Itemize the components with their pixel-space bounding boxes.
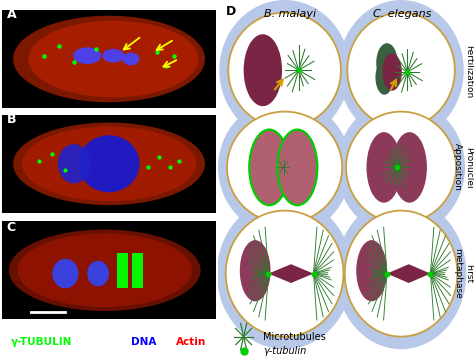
Text: Pronuclei
Apposition: Pronuclei Apposition xyxy=(453,144,473,191)
Ellipse shape xyxy=(58,144,91,184)
Ellipse shape xyxy=(366,132,401,203)
Text: C: C xyxy=(7,221,16,234)
FancyBboxPatch shape xyxy=(117,253,128,288)
Text: B. malayi: B. malayi xyxy=(264,9,316,19)
Text: γ-TUBULIN: γ-TUBULIN xyxy=(11,337,72,347)
Ellipse shape xyxy=(87,261,109,286)
FancyBboxPatch shape xyxy=(2,221,216,319)
FancyBboxPatch shape xyxy=(132,253,143,288)
Ellipse shape xyxy=(226,211,344,337)
Ellipse shape xyxy=(277,130,318,205)
Ellipse shape xyxy=(228,13,341,128)
Text: γ-tubulin: γ-tubulin xyxy=(263,346,306,356)
Ellipse shape xyxy=(383,53,402,91)
Ellipse shape xyxy=(240,240,271,301)
Ellipse shape xyxy=(79,135,139,192)
Ellipse shape xyxy=(336,198,466,349)
Text: Microtubules: Microtubules xyxy=(263,332,326,342)
Text: DNA: DNA xyxy=(131,337,156,347)
Ellipse shape xyxy=(375,60,393,95)
Ellipse shape xyxy=(346,112,456,223)
Text: Actin: Actin xyxy=(176,337,206,347)
Ellipse shape xyxy=(52,259,79,288)
Ellipse shape xyxy=(102,49,124,63)
Text: Fertilization: Fertilization xyxy=(464,45,473,99)
Text: A: A xyxy=(7,8,16,21)
Ellipse shape xyxy=(122,53,139,66)
Ellipse shape xyxy=(28,21,199,97)
Ellipse shape xyxy=(13,122,205,205)
Ellipse shape xyxy=(219,0,350,140)
Ellipse shape xyxy=(376,43,398,83)
Text: First
metaphase: First metaphase xyxy=(453,248,473,299)
Ellipse shape xyxy=(345,211,457,337)
Ellipse shape xyxy=(227,112,342,223)
Ellipse shape xyxy=(244,34,282,106)
Ellipse shape xyxy=(13,16,205,102)
Ellipse shape xyxy=(338,0,464,140)
Text: D: D xyxy=(226,5,236,18)
Ellipse shape xyxy=(22,126,196,201)
Ellipse shape xyxy=(218,99,351,236)
Text: C. elegans: C. elegans xyxy=(373,9,431,19)
FancyBboxPatch shape xyxy=(2,10,216,108)
Polygon shape xyxy=(387,264,430,283)
Ellipse shape xyxy=(356,240,387,301)
Ellipse shape xyxy=(392,132,427,203)
Ellipse shape xyxy=(217,198,352,349)
Ellipse shape xyxy=(73,47,101,64)
Ellipse shape xyxy=(347,13,455,128)
Ellipse shape xyxy=(9,229,201,311)
Ellipse shape xyxy=(337,99,465,236)
Ellipse shape xyxy=(249,130,289,205)
Ellipse shape xyxy=(18,233,192,307)
Polygon shape xyxy=(268,264,313,283)
Text: B: B xyxy=(7,113,16,126)
FancyBboxPatch shape xyxy=(2,114,216,213)
